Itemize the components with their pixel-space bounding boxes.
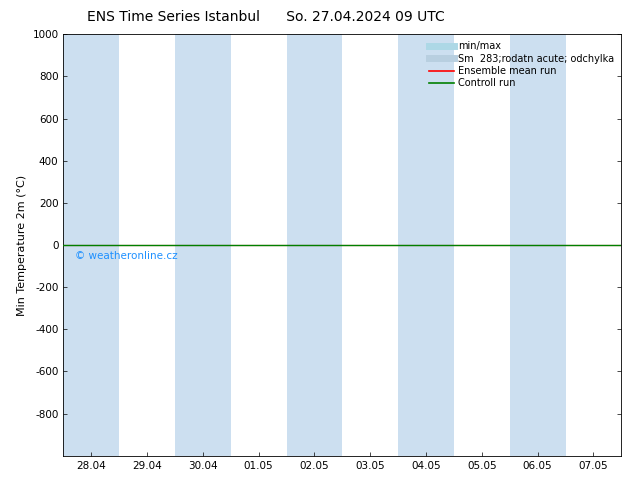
Bar [398,34,454,456]
Text: ENS Time Series Istanbul      So. 27.04.2024 09 UTC: ENS Time Series Istanbul So. 27.04.2024 … [87,10,445,24]
Legend: min/max, Sm  283;rodatn acute; odchylka, Ensemble mean run, Controll run: min/max, Sm 283;rodatn acute; odchylka, … [427,39,616,90]
Y-axis label: Min Temperature 2m (°C): Min Temperature 2m (°C) [17,174,27,316]
Bar [287,34,342,456]
Bar [175,34,231,456]
Bar [510,34,566,456]
Text: © weatheronline.cz: © weatheronline.cz [75,251,177,261]
Bar [63,34,119,456]
